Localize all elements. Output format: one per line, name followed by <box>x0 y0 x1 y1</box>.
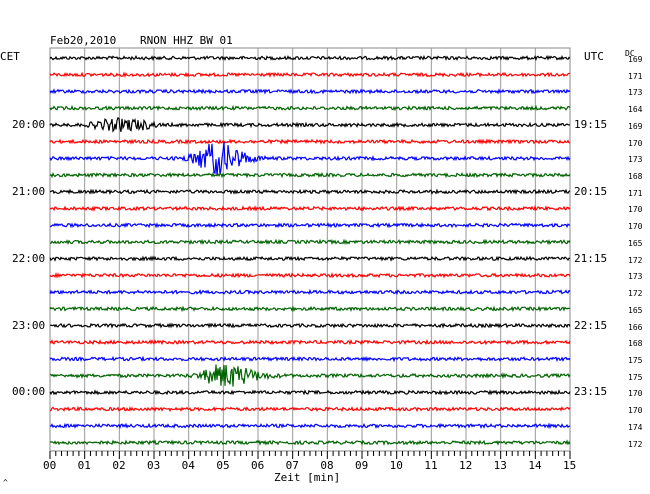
right-time-label-3: 22:15 <box>574 318 608 332</box>
trace-19 <box>49 364 571 387</box>
x-tick-label-10: 10 <box>389 459 403 472</box>
trace-23 <box>49 439 571 446</box>
dc-value-9: 170 <box>628 205 643 215</box>
trace-8 <box>49 188 571 196</box>
corner-mark: ^ <box>3 478 8 487</box>
station-label: RNON HHZ BW 01 <box>140 34 233 47</box>
trace-3 <box>49 104 571 112</box>
x-tick-label-08: 08 <box>320 459 334 472</box>
right-time-label-2: 21:15 <box>574 251 608 265</box>
left-time-label-1: 21:00 <box>12 184 46 198</box>
trace-22 <box>49 422 571 430</box>
x-axis-title: Zeit [min] <box>274 471 341 484</box>
dc-value-7: 168 <box>628 172 643 182</box>
right-timezone-label: UTC <box>584 50 604 63</box>
x-tick-label-00: 00 <box>43 459 57 472</box>
dc-value-20: 170 <box>628 389 643 399</box>
trace-12 <box>49 255 571 262</box>
trace-17 <box>49 338 571 346</box>
dc-value-15: 165 <box>628 305 643 315</box>
dc-value-5: 170 <box>628 138 643 148</box>
trace-14 <box>49 288 571 296</box>
dc-value-13: 173 <box>628 272 643 282</box>
dc-value-0: 169 <box>628 55 643 64</box>
trace-10 <box>50 222 571 229</box>
dc-value-14: 172 <box>628 289 643 299</box>
trace-5 <box>49 138 571 145</box>
trace-18 <box>49 355 571 363</box>
trace-21 <box>49 405 571 413</box>
x-tick-label-09: 09 <box>355 459 369 472</box>
x-tick-label-03: 03 <box>147 459 161 472</box>
dc-value-19: 175 <box>628 372 643 382</box>
dc-value-3: 164 <box>628 105 643 115</box>
left-timezone-label: CET <box>0 50 20 63</box>
dc-value-18: 175 <box>628 355 643 365</box>
x-tick-label-15: 15 <box>563 459 577 472</box>
trace-15 <box>49 305 571 313</box>
left-time-label-2: 22:00 <box>12 251 46 265</box>
dc-value-4: 169 <box>628 121 643 131</box>
dc-value-17: 168 <box>628 339 643 349</box>
dc-value-1: 171 <box>628 71 643 81</box>
trace-7 <box>49 171 571 179</box>
trace-9 <box>49 205 571 212</box>
trace-11 <box>49 238 571 246</box>
x-tick-label-11: 11 <box>424 459 438 472</box>
x-tick-label-12: 12 <box>459 459 473 472</box>
dc-value-21: 170 <box>628 406 643 416</box>
right-time-label-4: 23:15 <box>574 385 608 399</box>
trace-20 <box>49 389 571 396</box>
x-tick-label-06: 06 <box>251 459 265 472</box>
x-tick-label-01: 01 <box>77 459 91 472</box>
trace-0 <box>49 55 571 62</box>
left-time-label-4: 00:00 <box>12 385 46 399</box>
dc-label: DC <box>625 49 635 58</box>
trace-1 <box>49 71 571 79</box>
dc-value-6: 173 <box>628 155 643 165</box>
x-tick-label-14: 14 <box>528 459 542 472</box>
dc-value-12: 172 <box>628 255 643 265</box>
right-time-label-1: 20:15 <box>574 184 608 198</box>
date-label: Feb20,2010 <box>50 34 117 47</box>
x-tick-label-07: 07 <box>285 459 299 472</box>
left-time-label-0: 20:00 <box>12 117 46 131</box>
dc-value-22: 174 <box>628 422 643 432</box>
trace-2 <box>49 88 571 95</box>
x-tick-label-05: 05 <box>216 459 230 472</box>
trace-13 <box>49 272 571 279</box>
trace-16 <box>49 322 571 329</box>
x-tick-label-04: 04 <box>181 459 195 472</box>
trace-4 <box>49 116 571 133</box>
dc-value-10: 170 <box>628 222 643 232</box>
dc-value-11: 165 <box>628 238 643 248</box>
trace-6 <box>49 142 571 176</box>
dc-value-16: 166 <box>628 322 643 332</box>
right-time-label-0: 19:15 <box>574 117 608 131</box>
dc-value-2: 173 <box>628 88 643 98</box>
x-tick-label-13: 13 <box>493 459 507 472</box>
dc-value-23: 172 <box>628 439 643 449</box>
dc-value-8: 171 <box>628 188 643 198</box>
left-time-label-3: 23:00 <box>12 318 46 332</box>
x-tick-label-02: 02 <box>112 459 126 472</box>
